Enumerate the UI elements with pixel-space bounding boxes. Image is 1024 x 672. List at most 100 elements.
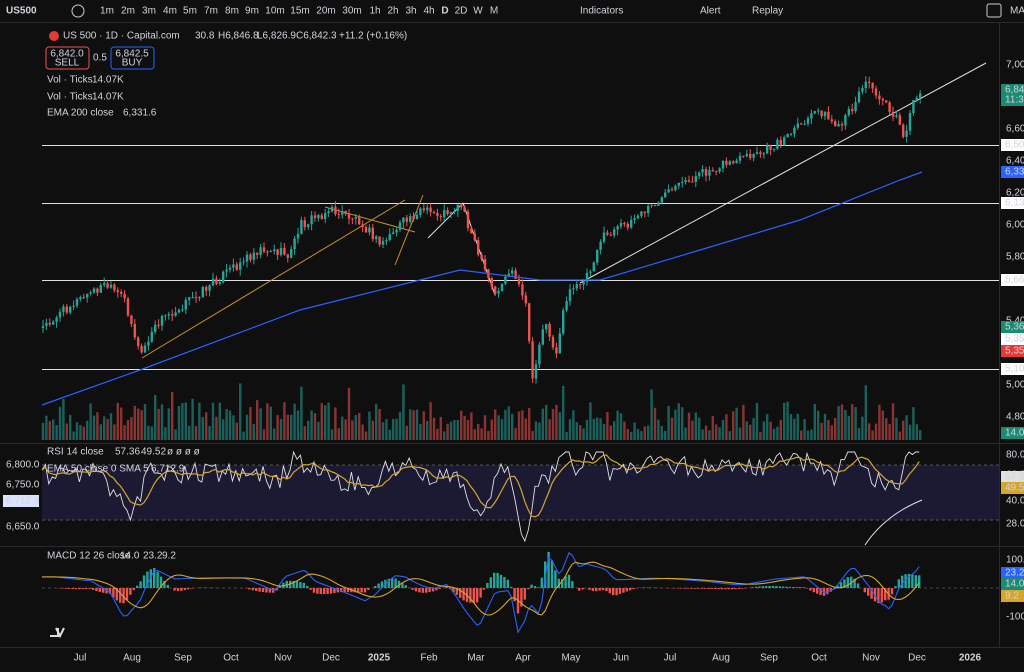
candle-body bbox=[232, 264, 235, 268]
candle-body bbox=[555, 347, 558, 354]
volume-bar bbox=[405, 425, 408, 440]
sell-button[interactable] bbox=[45, 46, 90, 70]
label: 49.52 bbox=[141, 447, 166, 458]
candle-body bbox=[718, 168, 721, 172]
macd-hist bbox=[853, 578, 856, 588]
timeframe[interactable]: D bbox=[441, 6, 448, 17]
replay-button[interactable]: Replay bbox=[752, 6, 783, 17]
timeframe[interactable]: W bbox=[473, 6, 483, 17]
volume-bar bbox=[266, 403, 269, 440]
candle-body bbox=[92, 288, 96, 293]
candle-body bbox=[548, 323, 551, 337]
candle-body bbox=[558, 333, 561, 354]
macd-hist bbox=[299, 582, 302, 588]
candle-body bbox=[307, 224, 310, 228]
volume-bar bbox=[456, 420, 459, 440]
volume-bar bbox=[494, 409, 497, 440]
candle-body bbox=[273, 249, 276, 252]
candle-body bbox=[82, 297, 85, 299]
volume-bar bbox=[303, 426, 306, 440]
timeframe[interactable]: 2h bbox=[387, 6, 398, 17]
macd-hist bbox=[863, 588, 866, 593]
timeframe[interactable]: 3h bbox=[405, 6, 416, 17]
macd-hist bbox=[734, 588, 737, 590]
candle-body bbox=[783, 137, 786, 146]
volume-bar bbox=[766, 414, 769, 440]
label: 14.07K bbox=[92, 75, 124, 86]
candle-body bbox=[347, 213, 351, 219]
volume-bar bbox=[460, 410, 463, 440]
volume-bar bbox=[874, 423, 878, 440]
volume-bar bbox=[58, 406, 62, 440]
indicators-button[interactable]: Indicators bbox=[580, 6, 623, 17]
horizontal-lines bbox=[42, 62, 999, 370]
buy-button[interactable] bbox=[110, 46, 155, 70]
timeframe[interactable]: M bbox=[490, 6, 498, 17]
macd-hist bbox=[306, 586, 309, 588]
macd-hist bbox=[302, 582, 305, 588]
macd-hist bbox=[258, 588, 261, 592]
macd-hist bbox=[421, 588, 424, 593]
macd-hist bbox=[360, 588, 363, 593]
timeframe[interactable]: 4h bbox=[423, 6, 434, 17]
volume-bar bbox=[521, 410, 524, 440]
candle-body bbox=[201, 286, 204, 298]
timeframe[interactable]: 1h bbox=[369, 6, 380, 17]
volume-bar bbox=[769, 421, 772, 440]
volume-bar bbox=[116, 402, 119, 440]
macd-hist bbox=[785, 586, 788, 588]
volume-bar bbox=[103, 416, 106, 440]
volume-bar bbox=[443, 431, 446, 440]
volume-bar bbox=[371, 420, 374, 440]
timeframe[interactable]: 4m bbox=[163, 6, 177, 17]
candle-body bbox=[531, 341, 534, 379]
macd-hist bbox=[554, 570, 557, 588]
timeframe[interactable]: 1m bbox=[100, 6, 114, 17]
timeframe[interactable]: 8m bbox=[225, 6, 239, 17]
macd-hist bbox=[503, 577, 506, 588]
candle-body bbox=[228, 267, 232, 270]
candle-body bbox=[286, 254, 289, 258]
layout-icon[interactable] bbox=[986, 3, 1002, 18]
price-tag-label: 6,331 bbox=[1005, 167, 1024, 178]
timeframe[interactable]: 2D bbox=[455, 6, 468, 17]
volume-bar bbox=[82, 426, 85, 440]
macd-hist bbox=[914, 575, 917, 588]
macd-hist bbox=[567, 574, 571, 588]
candle-body bbox=[480, 254, 483, 259]
macd-hist bbox=[268, 588, 271, 593]
macd-hist bbox=[839, 582, 843, 588]
timeframe[interactable]: 9m bbox=[245, 6, 259, 17]
volume-bar bbox=[52, 419, 55, 440]
macd-hist bbox=[846, 577, 849, 588]
add-symbol[interactable] bbox=[71, 4, 85, 18]
volume-bar bbox=[55, 425, 58, 440]
macd-hist bbox=[901, 575, 904, 588]
macd-hist bbox=[595, 588, 598, 592]
timeframe[interactable]: 5m bbox=[183, 6, 197, 17]
volume-bar bbox=[143, 404, 147, 440]
time-label: Jul bbox=[74, 653, 87, 664]
volume-bar bbox=[470, 412, 473, 440]
label: 14.0 bbox=[1005, 579, 1024, 590]
volume-bar bbox=[381, 422, 385, 440]
timeframe[interactable]: 30m bbox=[342, 6, 361, 17]
candle-body bbox=[888, 102, 891, 112]
macd-hist bbox=[836, 585, 839, 588]
timeframe[interactable]: 3m bbox=[142, 6, 156, 17]
timeframe[interactable]: 7m bbox=[204, 6, 218, 17]
macd-hist bbox=[340, 588, 343, 593]
label: 0.5 bbox=[93, 53, 107, 64]
candle-body bbox=[449, 212, 453, 215]
volume-bar bbox=[392, 418, 395, 440]
alert-button[interactable]: Alert bbox=[700, 6, 721, 17]
candle-body bbox=[728, 161, 731, 165]
timeframe[interactable]: 20m bbox=[316, 6, 335, 17]
price-label: 6,000 bbox=[1006, 220, 1024, 231]
macd-tag bbox=[1001, 567, 1024, 579]
macd-hist bbox=[377, 583, 380, 588]
timeframe[interactable]: 15m bbox=[290, 6, 309, 17]
timeframe[interactable]: 10m bbox=[265, 6, 284, 17]
timeframe[interactable]: 2m bbox=[121, 6, 135, 17]
macd-hist bbox=[187, 588, 190, 590]
